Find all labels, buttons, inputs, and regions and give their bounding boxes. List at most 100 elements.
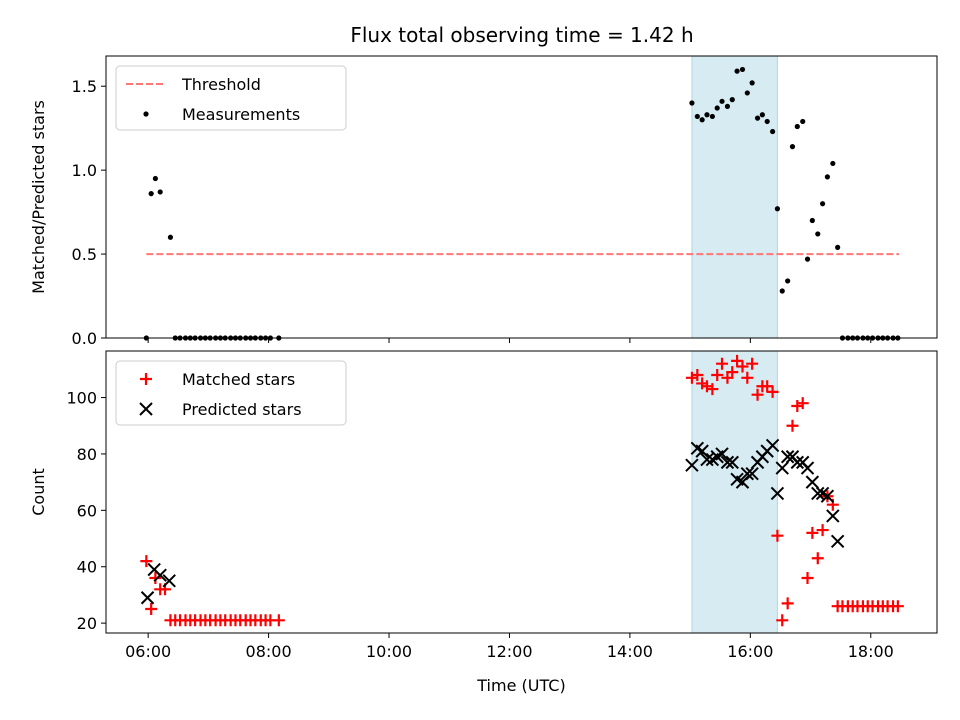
x-axis-label: Time (UTC)	[476, 676, 565, 695]
measurement-point	[734, 68, 740, 74]
y-tick-label: 100	[66, 389, 97, 408]
predicted-star-point	[780, 450, 795, 464]
y-tick-label: 1.5	[72, 77, 97, 96]
measurement-point	[152, 175, 158, 182]
x-tick-label: 08:00	[246, 642, 292, 661]
y-axis-label: Count	[29, 468, 48, 516]
x-tick-label: 10:00	[366, 642, 412, 661]
measurement-point	[714, 105, 720, 111]
y-tick-label: 0.5	[72, 245, 97, 264]
predicted-star-point	[695, 444, 709, 458]
x-tick-label: 18:00	[848, 642, 894, 661]
top-panel: 0.0 0.5 1.0 1.5 Matched/Predicted stars Thres…	[29, 55, 938, 348]
matched-star-point	[806, 526, 819, 539]
matched-star-point	[811, 552, 824, 565]
matched-star-point	[736, 360, 749, 373]
predicted-star-point	[800, 461, 815, 475]
measurement-point	[804, 256, 811, 262]
matched-star-point	[272, 614, 285, 627]
matched-star-point	[761, 380, 774, 393]
y-tick-label: 40	[77, 558, 97, 577]
predicted-star-point	[720, 455, 735, 470]
legend-label: Threshold	[181, 75, 261, 94]
measurement-point	[724, 103, 731, 109]
measurement-point	[719, 98, 725, 104]
matched-star-point	[786, 419, 799, 432]
y-tick-label: 0.0	[72, 329, 97, 348]
legend-matched-swatch	[140, 373, 152, 385]
matched-star-point	[706, 383, 719, 396]
measurement-point	[157, 189, 163, 195]
y-tick-label: 60	[77, 501, 97, 520]
shaded-observing-span	[691, 55, 778, 339]
matched-star-point	[145, 603, 158, 616]
predicted-star-point	[826, 509, 840, 523]
matched-star-point	[149, 572, 162, 585]
measurement-point	[704, 112, 710, 118]
predicted-star-point	[740, 466, 755, 481]
predicted-star-point	[830, 534, 845, 549]
x-tick-label: 16:00	[727, 642, 773, 661]
predicted-star-point	[700, 452, 714, 467]
matched-star-point	[691, 368, 704, 381]
axes-frame	[105, 55, 938, 339]
matched-star-point	[891, 600, 904, 613]
measurement-point	[815, 231, 821, 237]
predicted-star-point	[685, 458, 699, 472]
matched-star-point	[140, 555, 153, 568]
matched-star-point	[771, 529, 784, 542]
predicted-star-point	[770, 486, 785, 501]
matched-star-point	[741, 371, 754, 384]
measurement-point	[694, 113, 700, 120]
predicted-star-point	[765, 438, 780, 453]
legend-predicted-swatch	[139, 402, 153, 416]
shaded-observing-span	[691, 350, 778, 634]
y-axis-label: Matched/Predicted stars	[29, 100, 48, 294]
predicted-star-point	[820, 489, 835, 503]
matched-star-point	[700, 380, 713, 393]
measurement-point	[800, 118, 806, 125]
predicted-star-point	[790, 455, 805, 470]
measurement-point	[785, 278, 791, 284]
predicted-star-point	[775, 461, 789, 475]
legend-measurement-swatch	[143, 111, 149, 117]
predicted-star-point	[811, 486, 825, 501]
measurement-point	[779, 288, 785, 294]
matched-star-point	[711, 368, 724, 381]
predicted-star-point	[162, 574, 176, 588]
legend-label: Measurements	[182, 105, 300, 124]
matched-star-point	[746, 357, 759, 370]
matched-star-point	[796, 397, 809, 410]
matched-star-point	[716, 357, 729, 370]
matched-star-point	[781, 597, 794, 610]
measurement-point	[764, 118, 770, 125]
measurement-point	[774, 206, 781, 212]
y-tick-label: 20	[77, 614, 97, 633]
predicted-star-point	[805, 475, 820, 489]
bottom-panel: 06:00 08:00 10:00 12:00 14:00 16:00 18:00 20 40 6…	[29, 350, 938, 695]
matched-star-point	[766, 385, 779, 398]
measurement-point	[819, 201, 826, 207]
matched-star-point	[801, 572, 814, 585]
x-tick-label: 14:00	[607, 642, 653, 661]
legend: Matched stars Predicted stars	[115, 360, 347, 426]
predicted-star-point	[725, 455, 739, 470]
measurement-point	[770, 128, 776, 135]
measurement-point	[148, 191, 154, 197]
predicted-star-point	[745, 466, 759, 481]
legend-box	[115, 65, 347, 131]
measurement-point	[167, 234, 174, 240]
legend-label: Matched stars	[182, 370, 295, 389]
measurement-point	[830, 160, 836, 167]
measurement-point	[835, 244, 841, 250]
matched-star-point	[731, 354, 744, 367]
matched-star-point	[685, 371, 698, 384]
measurement-point	[759, 112, 765, 118]
legend-label: Predicted stars	[182, 400, 302, 419]
axes-frame	[105, 350, 938, 634]
measurement-point	[789, 144, 796, 150]
measurement-point	[709, 113, 715, 120]
y-tick-label: 1.0	[72, 161, 97, 180]
matched-star-point	[776, 614, 789, 627]
matched-star-point	[816, 524, 829, 537]
